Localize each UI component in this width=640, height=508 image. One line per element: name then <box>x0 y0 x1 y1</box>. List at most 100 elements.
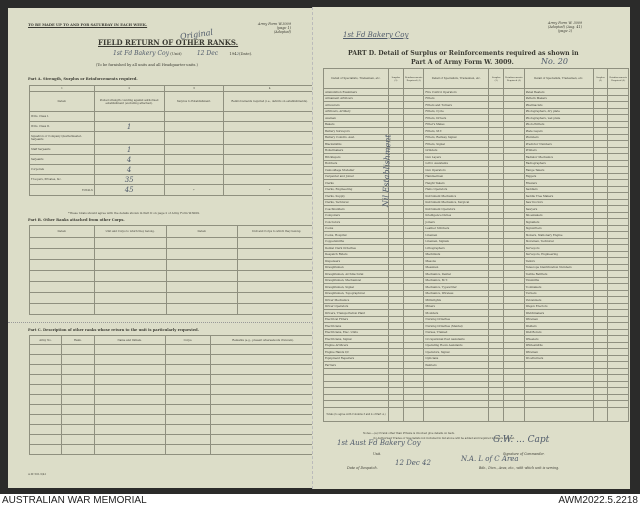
table-cell <box>93 344 166 355</box>
reinforcement-cell <box>607 101 629 109</box>
table-cell <box>237 259 316 271</box>
table-cell <box>523 406 594 422</box>
column-header: Detail of Specialists, Tradesmen, etc. <box>423 68 490 89</box>
table-cell <box>165 303 239 315</box>
column-header: Surplus (3) <box>488 68 505 89</box>
specialist-cell: Fitters, Drivers <box>423 114 490 122</box>
table-cell <box>164 414 212 425</box>
table-row <box>29 364 316 375</box>
table-cell <box>223 174 316 185</box>
table-cell <box>93 237 167 249</box>
table-row: Squadron or Company Quartermaster-Serjea… <box>29 131 316 145</box>
list-row: Cooks, Hospital Linemen Stokers, Stationar… <box>323 231 629 239</box>
table-cell <box>165 292 239 304</box>
table-cell <box>93 424 166 435</box>
detail-cell: Serjeants <box>29 154 95 165</box>
detail-cell: Troopers, Privates, &c. <box>29 174 95 185</box>
table-row <box>29 394 316 405</box>
table-cell <box>29 404 62 415</box>
column-header: Detail of Specialists, Tradesmen, etc. <box>523 68 594 89</box>
list-row: Camouflage Modeller Gun Operators Range Ta… <box>323 166 629 174</box>
table-cell <box>93 444 166 455</box>
table-cell <box>29 424 62 435</box>
table-cell <box>164 364 212 375</box>
table-cell <box>237 270 316 282</box>
list-row: Cooks Leather Stitchers Signwriters <box>323 224 629 232</box>
surplus-cell <box>488 88 505 96</box>
table-cell <box>29 281 95 293</box>
table-cell <box>60 404 95 415</box>
table-cell <box>60 344 95 355</box>
list-row: Armourers Fitters and Turners Pharmacists <box>323 101 629 109</box>
table-row <box>29 354 316 365</box>
table-cell <box>93 303 167 315</box>
table-cell <box>210 414 316 425</box>
table-row <box>29 424 316 435</box>
table-row <box>29 248 316 260</box>
list-row: Butchers G.P.O. Assistants Radiographers <box>323 159 629 167</box>
table-cell <box>488 406 505 422</box>
posted-cell <box>93 131 165 145</box>
table-row <box>29 374 316 385</box>
table-cell <box>223 131 316 145</box>
table-cell <box>210 364 316 375</box>
table-cell <box>164 394 212 405</box>
table-cell <box>29 344 62 355</box>
table-cell <box>165 237 239 249</box>
table-cell <box>93 394 166 405</box>
specialist-cell: Panel Beaters <box>523 88 594 96</box>
surplus-cell <box>387 107 404 115</box>
surplus-cell <box>592 107 609 115</box>
note-b: (b) Authorised Trades or Specialists not… <box>373 437 516 440</box>
header-row: Army No. Rank. Name and Initials. Corps. Rem… <box>29 335 316 345</box>
table-cell <box>237 237 316 249</box>
posted-cell: 1 <box>93 121 165 132</box>
table-cell <box>164 384 212 395</box>
table-cell <box>223 144 316 155</box>
table-cell <box>210 374 316 385</box>
table-cell <box>29 374 62 385</box>
column-header: Reinforcements required (i.e., deficits … <box>223 91 316 112</box>
posted-cell <box>93 111 165 122</box>
totals-label: Totals (to agree with Columns 3 and 4 of… <box>323 406 389 422</box>
table-cell <box>165 259 239 271</box>
furnished-note: (To be furnished by all units and all He… <box>96 63 198 67</box>
table-cell <box>164 344 212 355</box>
table-cell <box>29 444 62 455</box>
reinforcement-cell <box>607 88 629 96</box>
list-row: Computers Intelligence Duties Shoemakers <box>323 211 629 219</box>
table-row: Staff Serjeants 1 <box>29 144 316 155</box>
table-cell <box>29 248 95 260</box>
column-header: Surplus (3) <box>592 68 609 89</box>
table-cell <box>164 424 212 435</box>
column-header: Surplus to Establishment. <box>163 91 225 112</box>
table-cell <box>60 374 95 385</box>
table-cell <box>93 248 167 260</box>
table-cell <box>163 131 225 145</box>
column-header: Unit and Corps to which they belong. <box>237 225 316 238</box>
specialist-cell: Ammunition Examiners <box>323 88 389 96</box>
table-cell <box>60 444 95 455</box>
specialist-cell: Pattern Makers <box>523 94 594 102</box>
table-cell <box>607 406 629 422</box>
table-cell <box>237 303 316 315</box>
detail-cell: Corporals <box>29 164 95 175</box>
specialist-cell: Fitters and Turners <box>423 101 490 109</box>
column-header: Detail. <box>29 225 95 238</box>
table-cell <box>237 292 316 304</box>
top-note: TO BE MADE UP TO AND FOR SATURDAY IN EAC… <box>28 23 148 27</box>
table-cell <box>164 404 212 415</box>
table-cell <box>60 394 95 405</box>
table-row <box>29 444 316 455</box>
surplus-cell <box>488 101 505 109</box>
column-header: Surplus (3) <box>387 68 404 89</box>
column-header: Unit and Corps to which they belong. <box>93 225 167 238</box>
part-a-footnote: *These totals should agree with the deta… <box>68 211 200 215</box>
posted-cell: 1 <box>93 144 165 155</box>
column-header: Army No. <box>29 335 62 345</box>
reinforcement-cell <box>607 107 629 115</box>
table-cell <box>29 414 62 425</box>
table-cell <box>402 406 425 422</box>
table-cell <box>93 404 166 415</box>
column-header: Detail. <box>29 91 95 112</box>
